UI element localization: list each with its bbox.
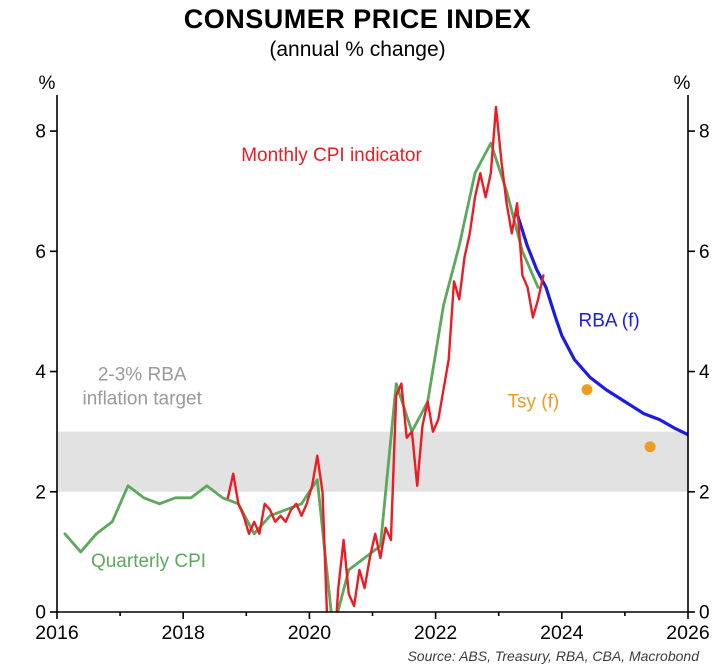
y-axis-label-left-0: 0	[35, 603, 46, 624]
x-axis-label-2018: 2018	[162, 622, 205, 644]
x-axis-label-2022: 2022	[414, 622, 457, 644]
y-axis-label-right-0: 0	[699, 603, 710, 624]
dot-tsy-f-1	[581, 384, 593, 396]
y-axis-label-right-2: 2	[699, 482, 710, 503]
y-axis-label-right-4: 4	[699, 362, 710, 383]
y-axis-label-right-6: 6	[699, 242, 710, 263]
rba-target-label-line1: 2-3% RBA	[98, 365, 187, 386]
y-axis-label-left-2: 2	[35, 482, 46, 503]
y-axis-label-left-4: 4	[35, 362, 46, 383]
chart-title: CONSUMER PRICE INDEX	[183, 4, 532, 34]
rba-forecast-label: RBA (f)	[578, 310, 639, 331]
rba-target-label-line2: inflation target	[83, 389, 203, 410]
dot-tsy-f-2	[644, 441, 656, 453]
rba-target-band	[57, 431, 688, 492]
chart-subtitle: (annual % change)	[269, 38, 446, 61]
source-note: Source: ABS, Treasury, RBA, CBA, Macrobo…	[407, 648, 699, 664]
x-axis-label-2026: 2026	[666, 622, 709, 644]
tsy-forecast-label: Tsy (f)	[508, 392, 560, 413]
y-axis-label-left-6: 6	[35, 242, 46, 263]
series-quarterly-cpi	[63, 141, 540, 612]
y-axis-unit-right: %	[674, 73, 691, 94]
monthly-cpi-indicator-label: Monthly CPI indicator	[241, 145, 422, 166]
x-axis-label-2016: 2016	[35, 622, 78, 644]
y-axis-unit-left: %	[39, 73, 56, 94]
y-axis-label-left-8: 8	[35, 122, 46, 143]
series-monthly-cpi-indicator	[226, 105, 545, 612]
y-axis-label-right-8: 8	[699, 122, 710, 143]
x-axis-label-2020: 2020	[288, 622, 332, 644]
series-rba-f	[515, 213, 688, 437]
quarterly-cpi-label: Quarterly CPI	[91, 551, 206, 572]
x-axis-label-2024: 2024	[540, 622, 584, 644]
